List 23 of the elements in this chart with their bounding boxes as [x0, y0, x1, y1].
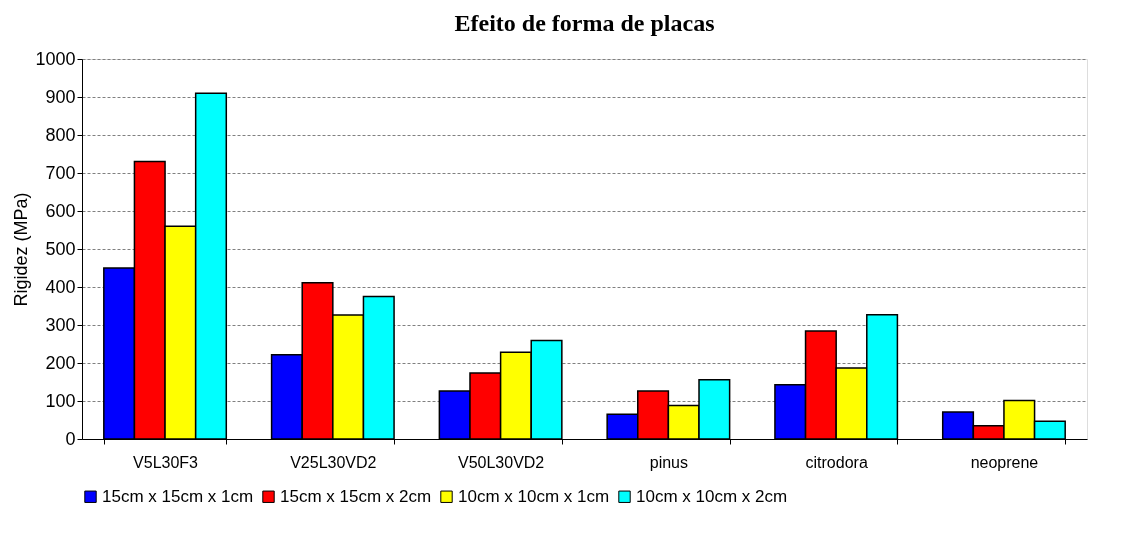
y-tick-label: 1000 [35, 48, 76, 69]
y-tick-label: 100 [45, 390, 76, 411]
legend-label: 15cm x 15cm x 2cm [280, 486, 432, 506]
y-axis-title: Rigidez (MPa) [11, 192, 32, 307]
y-tick-label: 300 [45, 314, 76, 335]
x-tick-label: citrodora [805, 453, 868, 471]
chart-title: Efeito de forma de placas [454, 10, 715, 36]
y-tick-label: 0 [65, 428, 76, 449]
legend-label: 15cm x 15cm x 1cm [102, 486, 254, 506]
legend-label: 10cm x 10cm x 2cm [636, 486, 788, 506]
legend-label: 10cm x 10cm x 1cm [458, 486, 610, 506]
x-tick-label: pinus [649, 453, 689, 471]
y-tick-label: 500 [45, 238, 76, 259]
y-tick-label: 400 [45, 276, 76, 297]
y-tick-label: 200 [45, 352, 76, 373]
x-tick-label: V50L30VD2 [457, 453, 545, 471]
y-tick-label: 900 [45, 86, 76, 107]
x-tick-label: V25L30VD2 [290, 453, 377, 471]
y-tick-label: 600 [45, 200, 76, 221]
y-tick-label: 800 [45, 124, 76, 145]
x-tick-label: neoprene [970, 453, 1039, 471]
x-tick-label: V5L30F3 [133, 453, 199, 471]
y-tick-label: 700 [45, 162, 76, 183]
